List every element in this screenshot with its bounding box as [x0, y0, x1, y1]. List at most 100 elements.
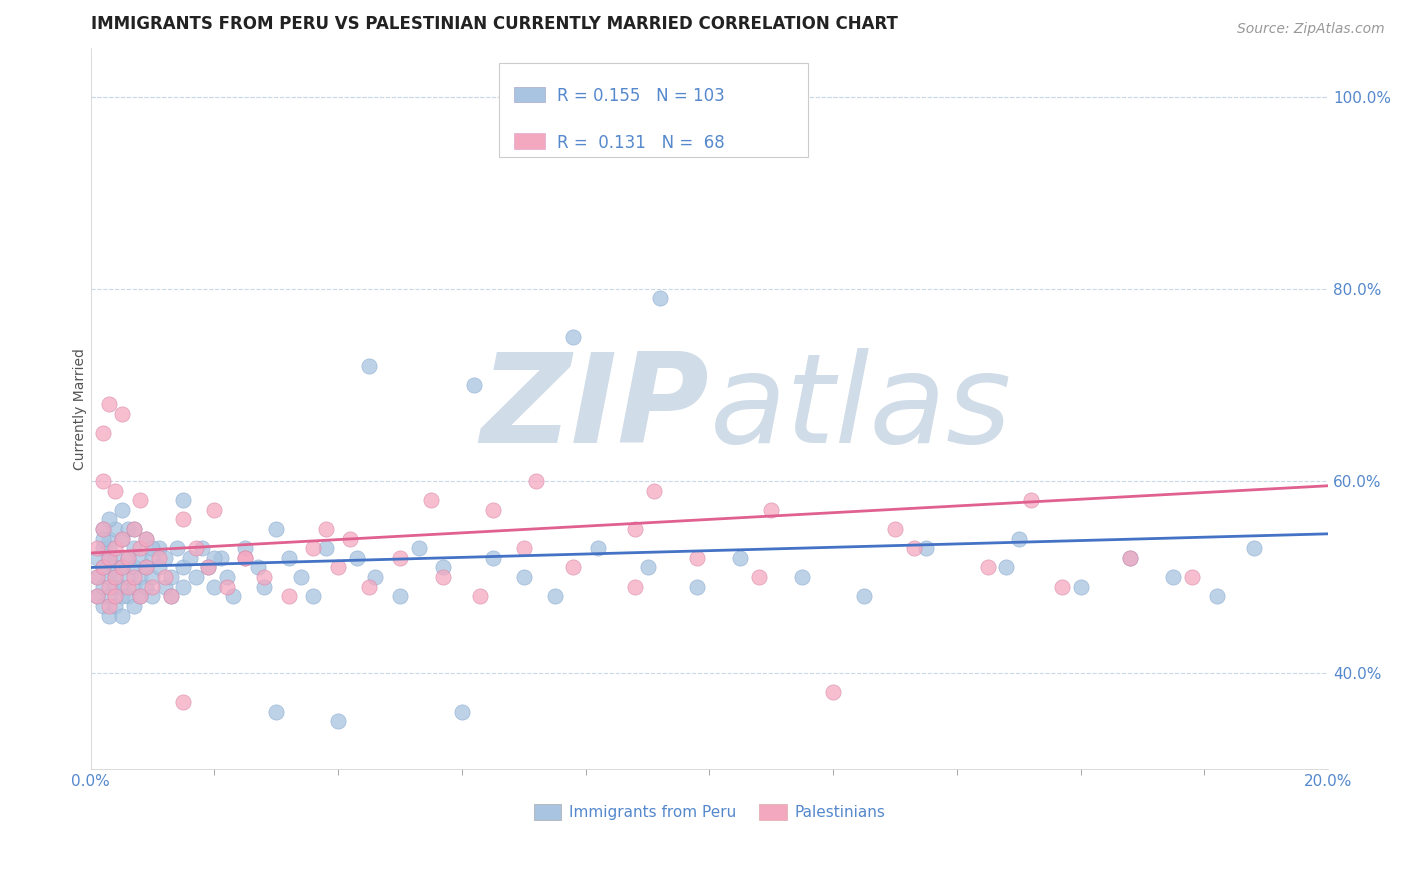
Point [98, 608, 121, 623]
Point [326, 560, 349, 574]
Point [388, 550, 411, 565]
Point [586, 541, 609, 556]
Point [470, 589, 492, 603]
Point [1070, 580, 1092, 594]
Point [277, 550, 299, 565]
Point [98, 589, 121, 603]
Point [117, 522, 139, 536]
Point [357, 580, 380, 594]
Point [995, 560, 1018, 574]
Point [129, 589, 152, 603]
Point [122, 560, 145, 574]
Point [172, 560, 194, 574]
Point [117, 550, 139, 565]
Point [91, 599, 114, 613]
Point [166, 541, 188, 556]
Point [148, 550, 170, 565]
Point [91, 522, 114, 536]
Point [135, 580, 157, 594]
Point [191, 541, 214, 556]
Point [98, 580, 121, 594]
Point [1119, 550, 1142, 565]
Point [153, 550, 176, 565]
Point [315, 522, 337, 536]
Point [209, 550, 232, 565]
Point [233, 550, 256, 565]
Point [233, 550, 256, 565]
Point [1163, 570, 1185, 584]
Legend: Immigrants from Peru, Palestinians: Immigrants from Peru, Palestinians [527, 798, 891, 827]
Point [148, 541, 170, 556]
Point [86, 541, 108, 556]
Point [91, 560, 114, 574]
Text: ZIP: ZIP [481, 349, 710, 469]
Point [98, 599, 121, 613]
Point [184, 541, 207, 556]
Point [513, 541, 536, 556]
Point [222, 589, 245, 603]
Point [98, 550, 121, 565]
Point [202, 550, 225, 565]
Point [482, 550, 505, 565]
Point [624, 580, 647, 594]
Point [91, 580, 114, 594]
Text: R = 0.155   N = 103: R = 0.155 N = 103 [557, 87, 725, 104]
Point [122, 599, 145, 613]
Point [110, 532, 132, 546]
Point [91, 474, 114, 488]
Point [215, 580, 238, 594]
Bar [513, 87, 546, 103]
Point [129, 589, 152, 603]
Point [197, 560, 219, 574]
Point [110, 560, 132, 574]
Point [853, 589, 876, 603]
Y-axis label: Currently Married: Currently Married [73, 348, 87, 470]
Point [129, 541, 152, 556]
Point [562, 560, 585, 574]
Point [915, 541, 938, 556]
Point [451, 705, 474, 719]
Point [122, 570, 145, 584]
Point [792, 570, 814, 584]
Point [135, 560, 157, 574]
Point [172, 695, 194, 709]
Point [246, 560, 269, 574]
Point [86, 589, 108, 603]
Point [129, 493, 152, 508]
Point [153, 570, 176, 584]
Point [91, 425, 114, 440]
Point [408, 541, 430, 556]
Point [135, 532, 157, 546]
Point [141, 570, 163, 584]
Point [122, 580, 145, 594]
Point [184, 570, 207, 584]
Point [482, 503, 505, 517]
Point [141, 580, 163, 594]
Point [110, 608, 132, 623]
Bar [513, 134, 546, 149]
Text: R =  0.131   N =  68: R = 0.131 N = 68 [557, 134, 725, 152]
Text: atlas: atlas [710, 349, 1011, 469]
Point [339, 532, 361, 546]
Point [86, 589, 108, 603]
Point [172, 493, 194, 508]
Point [524, 474, 547, 488]
Point [104, 550, 127, 565]
Point [419, 493, 441, 508]
Point [110, 589, 132, 603]
Point [202, 580, 225, 594]
Point [730, 550, 752, 565]
Point [129, 570, 152, 584]
Point [748, 570, 770, 584]
Point [110, 560, 132, 574]
Point [86, 550, 108, 565]
Point [122, 541, 145, 556]
Point [98, 541, 121, 556]
Point [315, 541, 337, 556]
Point [91, 522, 114, 536]
Point [117, 550, 139, 565]
Point [1205, 589, 1227, 603]
Point [104, 599, 127, 613]
Point [86, 570, 108, 584]
Point [277, 589, 299, 603]
